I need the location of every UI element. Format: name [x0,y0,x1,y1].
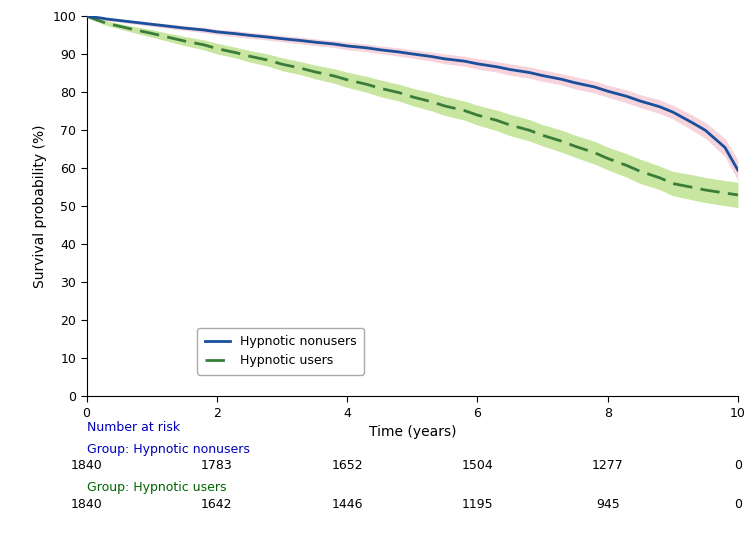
Text: 1652: 1652 [331,459,363,472]
Text: 1446: 1446 [331,498,363,511]
Text: 1783: 1783 [201,459,233,472]
Text: Number at risk: Number at risk [87,421,180,434]
X-axis label: Time (years): Time (years) [368,425,456,439]
Text: Group: Hypnotic nonusers: Group: Hypnotic nonusers [87,443,249,456]
Text: 1195: 1195 [462,498,493,511]
Text: 1840: 1840 [71,498,102,511]
Text: 0: 0 [734,459,742,472]
Text: Group: Hypnotic users: Group: Hypnotic users [87,481,226,494]
Y-axis label: Survival probability (%): Survival probability (%) [32,124,47,288]
Text: 945: 945 [596,498,620,511]
Text: 1642: 1642 [201,498,233,511]
Text: 0: 0 [734,498,742,511]
Legend: Hypnotic nonusers, Hypnotic users: Hypnotic nonusers, Hypnotic users [197,327,364,375]
Text: 1504: 1504 [462,459,493,472]
Text: 1840: 1840 [71,459,102,472]
Text: 1277: 1277 [592,459,623,472]
